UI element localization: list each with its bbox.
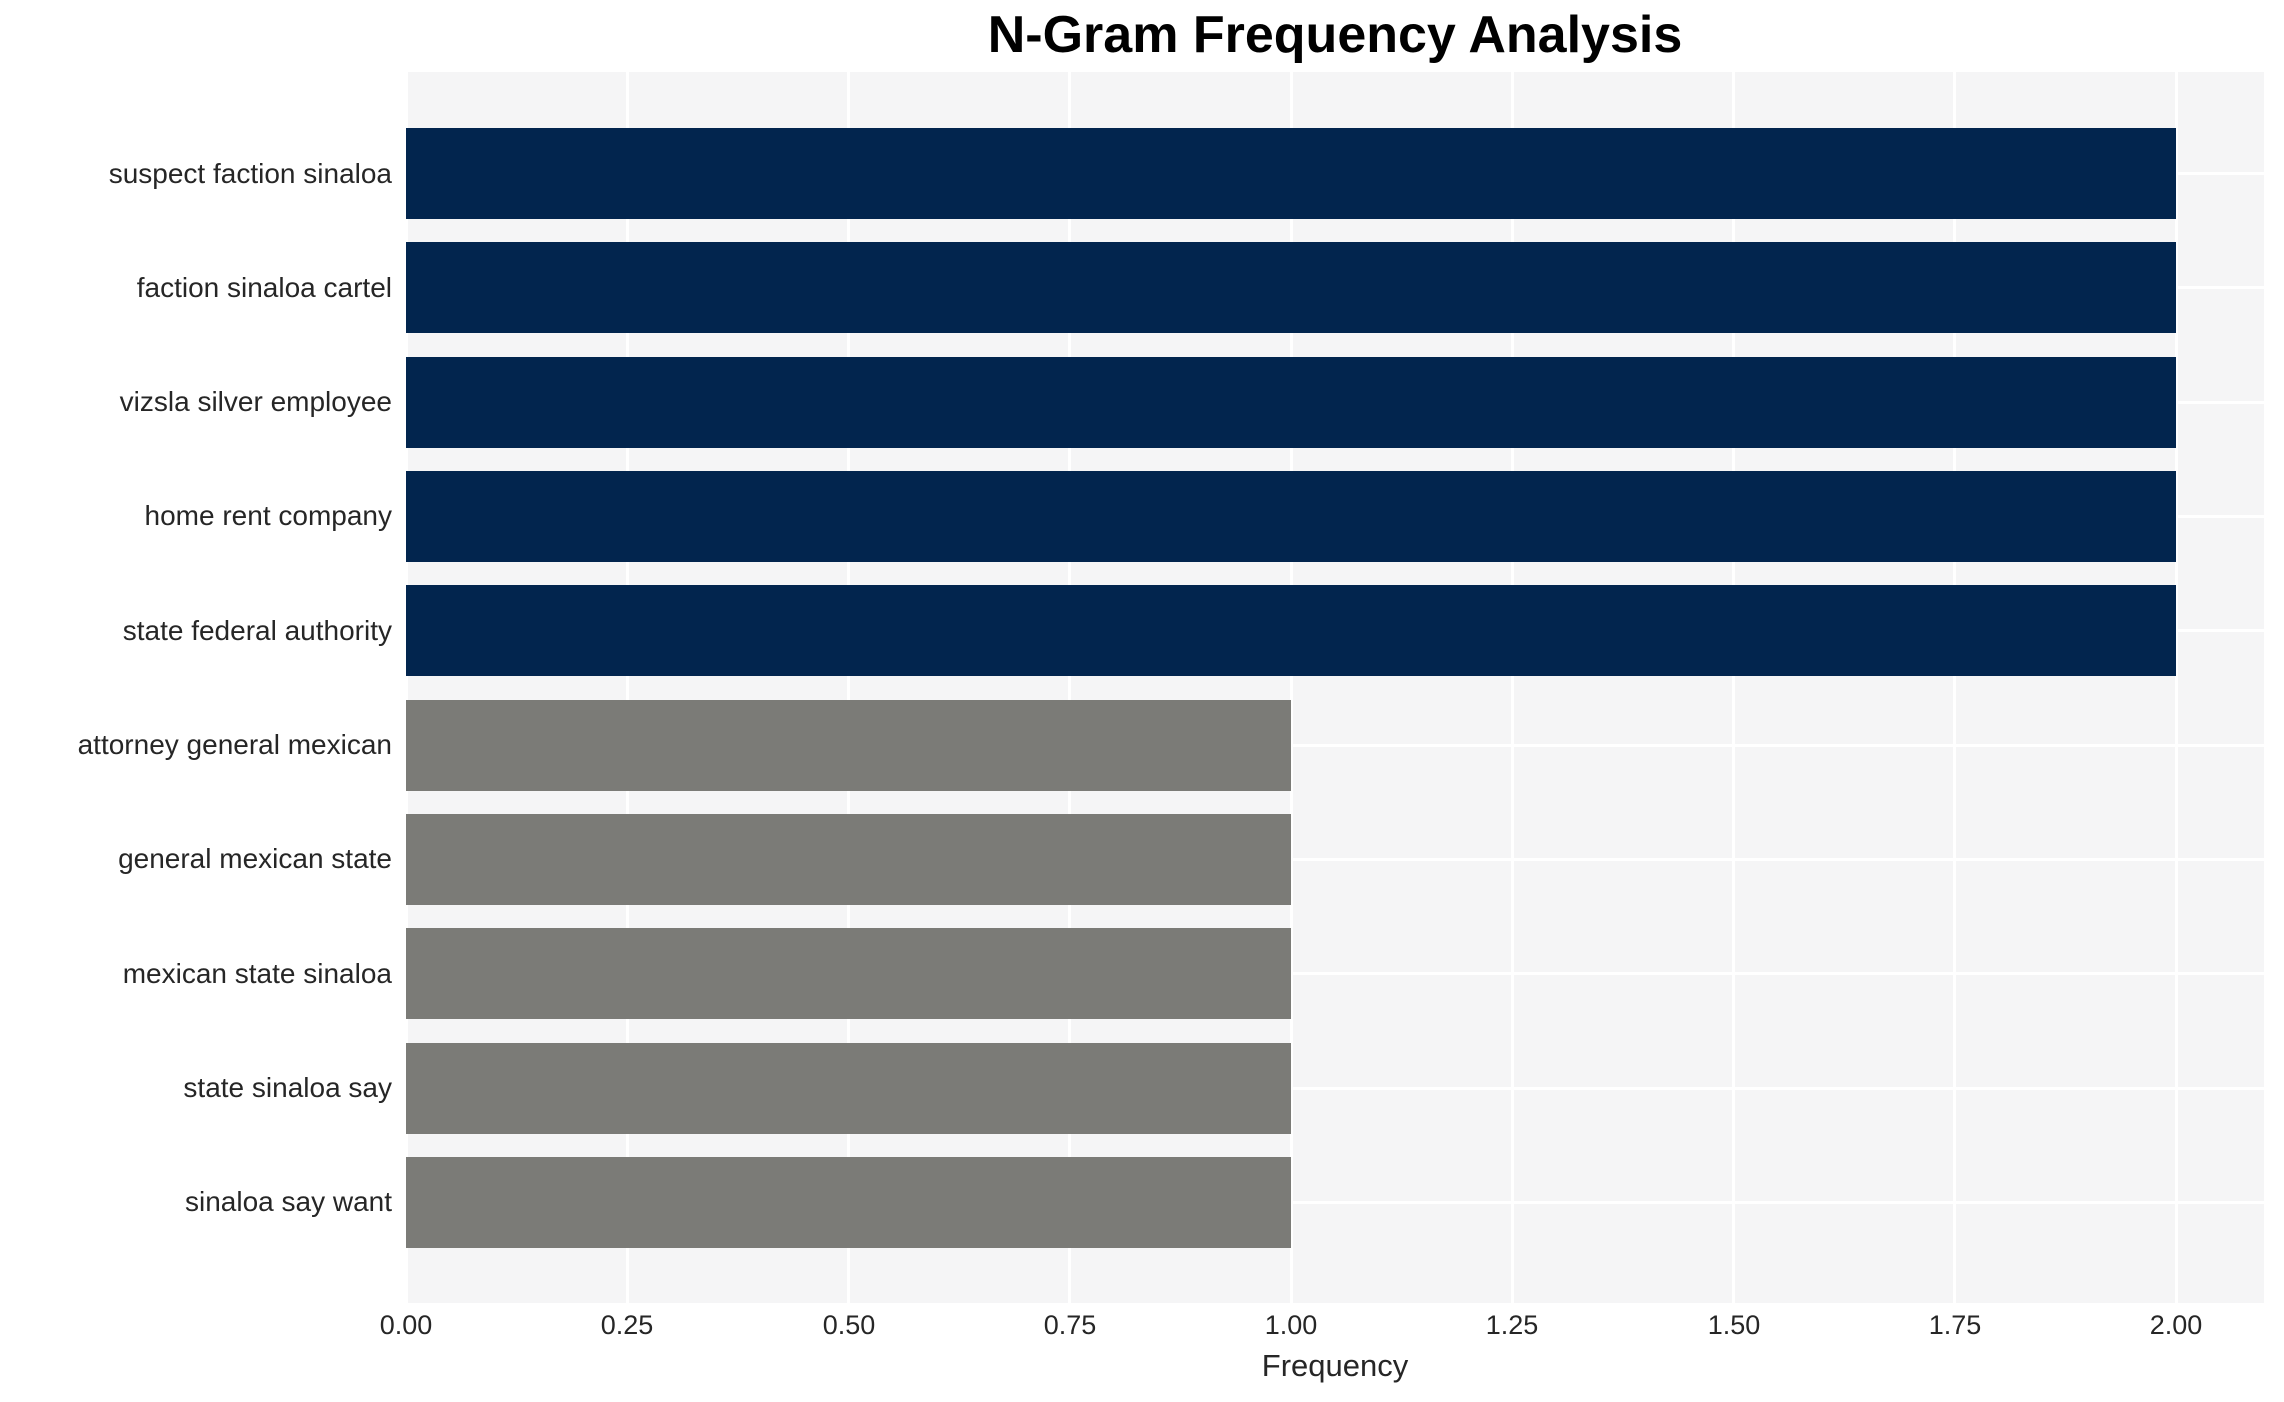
y-axis-label: home rent company [144,500,392,531]
bar [406,357,2176,448]
bar [406,928,1291,1019]
y-axis: suspect faction sinaloa faction sinaloa c… [0,72,392,1303]
y-axis-label: state federal authority [122,615,392,646]
bar [406,585,2176,676]
gridline-horizontal [406,1201,2264,1204]
bar [406,1043,1291,1134]
x-tick-label: 1.00 [1264,1310,1318,1340]
bar [406,814,1291,905]
y-axis-label: mexican state sinaloa [122,958,392,989]
gridline-vertical [847,72,850,1303]
gridline-vertical [1511,72,1514,1303]
x-tick-label: 2.00 [2149,1310,2203,1340]
x-tick-label: 1.75 [1928,1310,1982,1340]
gridline-vertical [1732,72,1735,1303]
x-axis: 0.00 0.25 0.50 0.75 1.00 1.25 1.50 1.75 2.00 [0,1310,2284,1344]
y-axis-label: state sinaloa say [183,1072,392,1103]
x-tick-label: 0.75 [1043,1310,1097,1340]
gridline-horizontal [406,744,2264,747]
gridline-vertical [626,72,629,1303]
x-tick-label: 0.00 [379,1310,433,1340]
x-tick-label: 0.50 [822,1310,876,1340]
y-axis-label: vizsla silver employee [119,386,392,417]
y-axis-label: attorney general mexican [77,729,392,760]
bar [406,700,1291,791]
plot-area [405,72,2264,1303]
x-tick-label: 1.50 [1707,1310,1761,1340]
gridline-horizontal [406,858,2264,861]
x-tick-label: 0.25 [600,1310,654,1340]
y-axis-label: sinaloa say want [184,1186,392,1217]
gridline-vertical [405,72,408,1303]
chart-title: N-Gram Frequency Analysis [987,6,1683,64]
gridline-vertical [1290,72,1293,1303]
bar [406,128,2176,219]
gridline-horizontal [406,1087,2264,1090]
gridline-vertical [2175,72,2178,1303]
y-axis-label: suspect faction sinaloa [108,158,392,189]
bar [406,1157,1291,1248]
y-axis-label: general mexican state [118,843,392,874]
gridline-vertical [1953,72,1956,1303]
y-axis-label: faction sinaloa cartel [136,272,392,303]
bar [406,471,2176,562]
gridline-horizontal [406,972,2264,975]
bar [406,242,2176,333]
x-tick-label: 1.25 [1485,1310,1539,1340]
x-axis-label: Frequency [1261,1348,1409,1383]
gridline-vertical [1068,72,1071,1303]
